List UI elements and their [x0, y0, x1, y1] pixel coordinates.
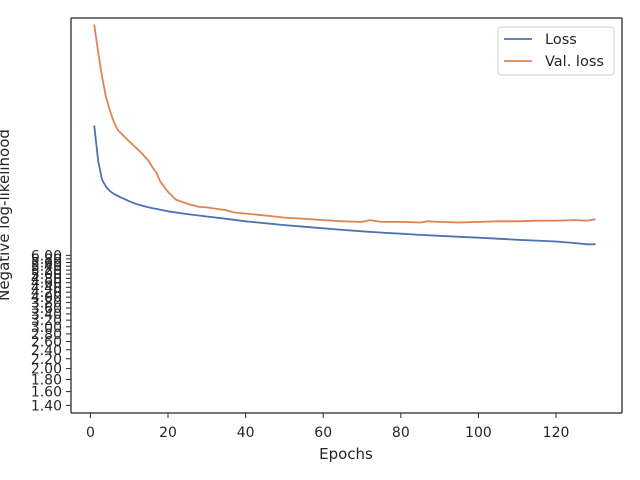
y-tick-label: 2.00	[31, 362, 62, 378]
y-tick-label: 2.60	[31, 335, 62, 351]
x-axis-label: Epochs	[319, 445, 373, 463]
y-tick-label: 2.20	[31, 352, 62, 368]
series-line-loss	[93, 125, 596, 246]
y-tick-label: 5.40	[31, 259, 62, 275]
x-tick-label: 40	[237, 425, 255, 441]
y-tick-label: 5.80	[31, 252, 62, 268]
plot-background	[71, 18, 622, 413]
y-tick-label: 3.80	[31, 295, 62, 311]
y-tick-label: 4.80	[31, 271, 62, 287]
series-layer	[93, 24, 596, 246]
y-tick-label: 5.20	[31, 263, 62, 279]
x-tick-label: 100	[465, 425, 492, 441]
series-line-val-loss	[93, 24, 596, 224]
y-tick-label: 6.00	[31, 248, 62, 264]
y-tick-label: 1.40	[31, 398, 62, 414]
legend: Loss Val. loss	[497, 26, 615, 76]
y-tick-label: 3.00	[31, 320, 62, 336]
y-tick-label: 1.60	[31, 385, 62, 401]
y-tick-label: 4.60	[31, 276, 62, 292]
x-tick-label: 0	[86, 425, 95, 441]
x-tick-label: 60	[314, 425, 332, 441]
y-tick-label: 3.60	[31, 301, 62, 317]
plot-area	[70, 17, 623, 414]
x-tick-label: 20	[159, 425, 177, 441]
legend-label-loss: Loss	[545, 32, 577, 48]
y-tick-label: 5.60	[31, 255, 62, 271]
x-tick-label: 80	[392, 425, 410, 441]
x-tick-label: 120	[543, 425, 570, 441]
y-tick-label: 3.20	[31, 313, 62, 329]
y-tick-label: 5.00	[31, 267, 62, 283]
y-tick-label: 4.20	[31, 285, 62, 301]
y-tick-label: 4.00	[31, 290, 62, 306]
y-axis-label: Negative log-likelihood	[0, 129, 13, 301]
x-ticks: 0 20 40 60 80 100 120	[86, 413, 569, 441]
y-tick-label: 1.80	[31, 372, 62, 388]
y-ticks: 1.401.601.802.002.202.402.602.803.003.20…	[31, 248, 71, 414]
legend-label-val-loss: Val. loss	[545, 54, 604, 70]
y-tick-label: 3.40	[31, 307, 62, 323]
y-tick-label: 2.80	[31, 327, 62, 343]
y-tick-label: 4.40	[31, 280, 62, 296]
y-tick-label: 2.40	[31, 343, 62, 359]
